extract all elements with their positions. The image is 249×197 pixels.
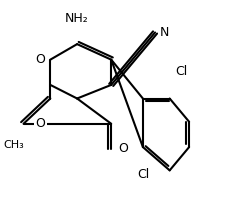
Text: O: O	[36, 117, 46, 130]
Text: Cl: Cl	[176, 65, 188, 78]
Text: Cl: Cl	[137, 168, 149, 181]
Text: CH₃: CH₃	[3, 140, 24, 150]
Text: O: O	[36, 53, 46, 66]
Text: N: N	[160, 26, 170, 39]
Text: NH₂: NH₂	[65, 12, 89, 25]
Text: O: O	[119, 142, 128, 155]
